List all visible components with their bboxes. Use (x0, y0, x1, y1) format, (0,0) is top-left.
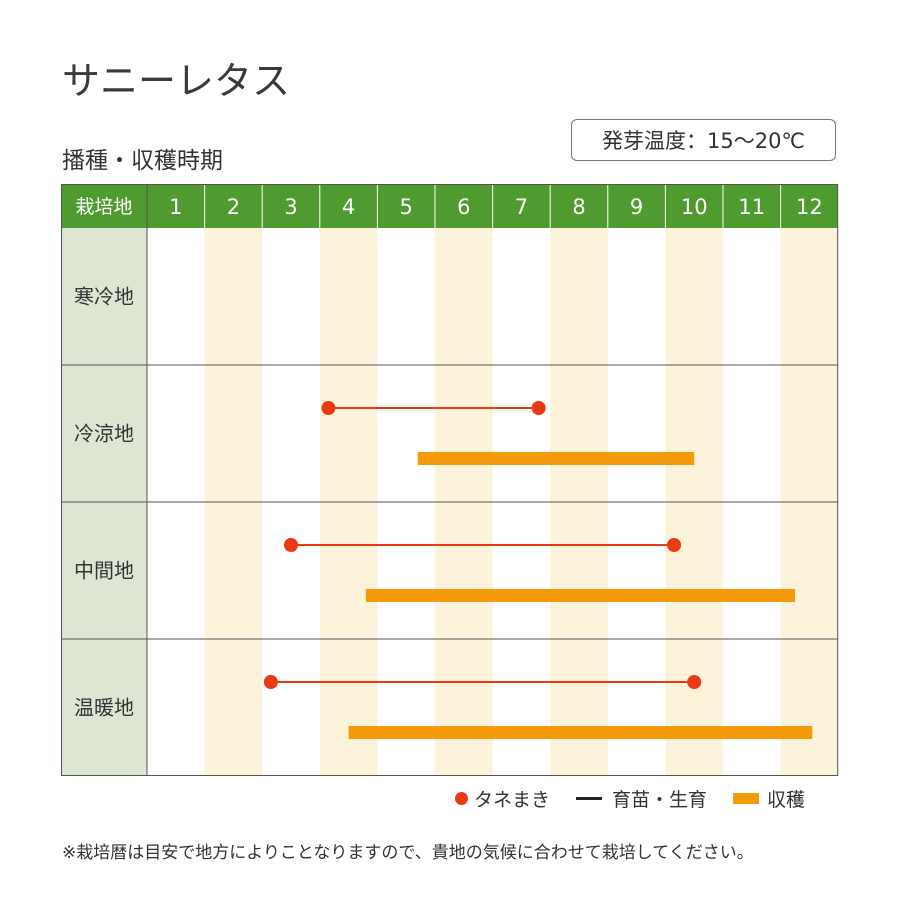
month-header-label: 8 (572, 195, 585, 219)
legend-harvest-label: 収穫 (767, 788, 806, 811)
region-label: 冷涼地 (74, 422, 134, 446)
footnote: ※栽培暦は目安で地方によりことなりますので、貴地の気候に合わせて栽培してください… (62, 843, 754, 863)
growing-line-icon (576, 796, 603, 800)
harvest-period-bar (348, 726, 813, 739)
sowing-start-point (321, 401, 336, 415)
page-title: サニーレタス (62, 59, 291, 103)
month-header-label: 9 (630, 195, 643, 219)
sowing-end-point (687, 675, 702, 689)
region-label-bg (61, 228, 147, 365)
harvest-bar-icon (733, 792, 760, 804)
region-label: 寒冷地 (74, 285, 134, 309)
harvest-period-bar (365, 589, 795, 602)
month-header-label: 2 (227, 195, 240, 219)
chart-subtitle: 播種・収穫時期 (62, 148, 223, 174)
sowing-start-point (284, 538, 298, 552)
month-header-label: 4 (342, 195, 355, 219)
sowing-end-point (531, 401, 546, 415)
month-header-label: 5 (400, 195, 413, 219)
region-label-bg (61, 365, 147, 502)
region-label-bg (61, 502, 147, 639)
region-label: 中間地 (74, 559, 134, 583)
region-label-bg (61, 639, 147, 776)
legend-sowing-label: タネまき (474, 788, 551, 811)
legend-growing: 育苗・生育 (576, 785, 707, 812)
header-corner-label: 栽培地 (75, 196, 132, 218)
legend-growing-label: 育苗・生育 (612, 788, 708, 811)
month-header-label: 10 (681, 195, 708, 219)
month-header-label: 6 (457, 195, 470, 219)
germination-temp-badge: 発芽温度：15〜20℃ (571, 119, 836, 161)
sowing-start-point (263, 675, 278, 689)
month-header-label: 12 (796, 195, 823, 219)
chart-legend: タネまき 育苗・生育 収穫 (455, 784, 805, 812)
month-header-label: 11 (738, 195, 765, 219)
month-header-label: 3 (284, 195, 297, 219)
month-header-label: 1 (169, 195, 182, 219)
legend-harvest: 収穫 (733, 785, 805, 812)
month-header-label: 7 (515, 195, 528, 219)
sowing-end-point (667, 538, 682, 552)
table-border (61, 184, 839, 776)
region-label: 温暖地 (74, 696, 134, 720)
sowing-dot-icon (455, 791, 468, 805)
header-row-bg (61, 184, 839, 228)
harvest-period-bar (417, 452, 695, 465)
legend-sowing: タネまき (455, 785, 550, 812)
